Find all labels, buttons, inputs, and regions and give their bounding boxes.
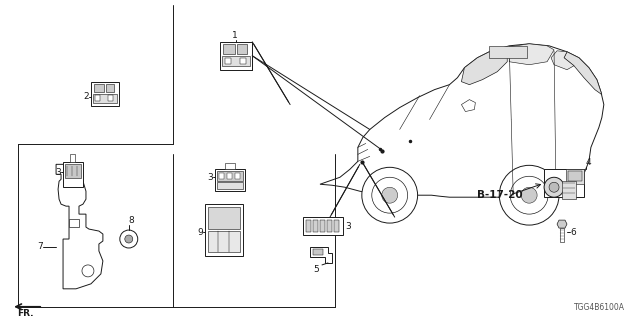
Bar <box>568 171 582 181</box>
Text: 6: 6 <box>570 228 576 236</box>
Bar <box>94 84 104 92</box>
Circle shape <box>362 167 418 223</box>
Bar <box>225 58 232 64</box>
Text: 3: 3 <box>55 168 61 177</box>
Bar <box>303 217 343 235</box>
Bar <box>93 94 117 103</box>
Bar <box>106 84 114 92</box>
Bar <box>320 220 325 232</box>
Polygon shape <box>461 100 476 112</box>
Text: 3: 3 <box>345 221 351 231</box>
Text: 3: 3 <box>208 173 213 182</box>
Bar <box>69 219 79 227</box>
Bar <box>218 171 243 181</box>
Bar <box>236 173 241 179</box>
Circle shape <box>510 176 548 214</box>
Text: 4: 4 <box>586 158 591 167</box>
Bar <box>490 46 527 58</box>
Bar <box>218 182 243 189</box>
Polygon shape <box>509 44 554 65</box>
Bar <box>65 164 81 178</box>
Bar <box>108 95 113 100</box>
Bar <box>216 169 245 191</box>
Circle shape <box>499 165 559 225</box>
Circle shape <box>82 265 94 277</box>
Text: 5: 5 <box>313 265 319 274</box>
Polygon shape <box>320 44 604 197</box>
Bar <box>327 220 332 232</box>
Circle shape <box>125 235 132 243</box>
Bar <box>562 181 576 199</box>
Bar <box>209 231 241 252</box>
Bar <box>222 56 250 66</box>
Bar <box>544 169 584 197</box>
Bar <box>209 207 241 229</box>
Bar <box>241 58 246 64</box>
Bar <box>313 249 323 255</box>
Text: 8: 8 <box>128 216 134 225</box>
Bar <box>334 220 339 232</box>
Bar <box>313 220 318 232</box>
Circle shape <box>521 187 537 203</box>
Circle shape <box>381 187 397 203</box>
Text: FR.: FR. <box>17 309 34 318</box>
Bar <box>560 228 564 242</box>
Bar <box>70 154 75 162</box>
Bar <box>95 95 100 100</box>
Bar <box>225 163 236 169</box>
Circle shape <box>120 230 138 248</box>
Text: 9: 9 <box>198 228 204 236</box>
Bar <box>220 173 225 179</box>
Bar <box>63 162 83 187</box>
Polygon shape <box>461 47 508 85</box>
Bar <box>223 44 236 54</box>
Bar <box>205 204 243 256</box>
Polygon shape <box>56 164 103 289</box>
Bar <box>566 169 584 184</box>
Bar <box>306 220 311 232</box>
Circle shape <box>544 177 564 197</box>
Text: 7: 7 <box>37 243 43 252</box>
Text: B-17-20: B-17-20 <box>477 190 523 200</box>
Bar <box>227 173 232 179</box>
Polygon shape <box>564 52 602 95</box>
Polygon shape <box>557 220 567 228</box>
Text: 2: 2 <box>83 92 89 101</box>
Text: TGG4B6100A: TGG4B6100A <box>574 303 625 312</box>
Bar <box>91 82 119 106</box>
Polygon shape <box>551 51 574 70</box>
Circle shape <box>549 182 559 192</box>
Bar <box>220 42 252 70</box>
Polygon shape <box>310 247 332 263</box>
Circle shape <box>372 177 408 213</box>
Bar <box>237 44 247 54</box>
Text: 1: 1 <box>232 31 237 40</box>
